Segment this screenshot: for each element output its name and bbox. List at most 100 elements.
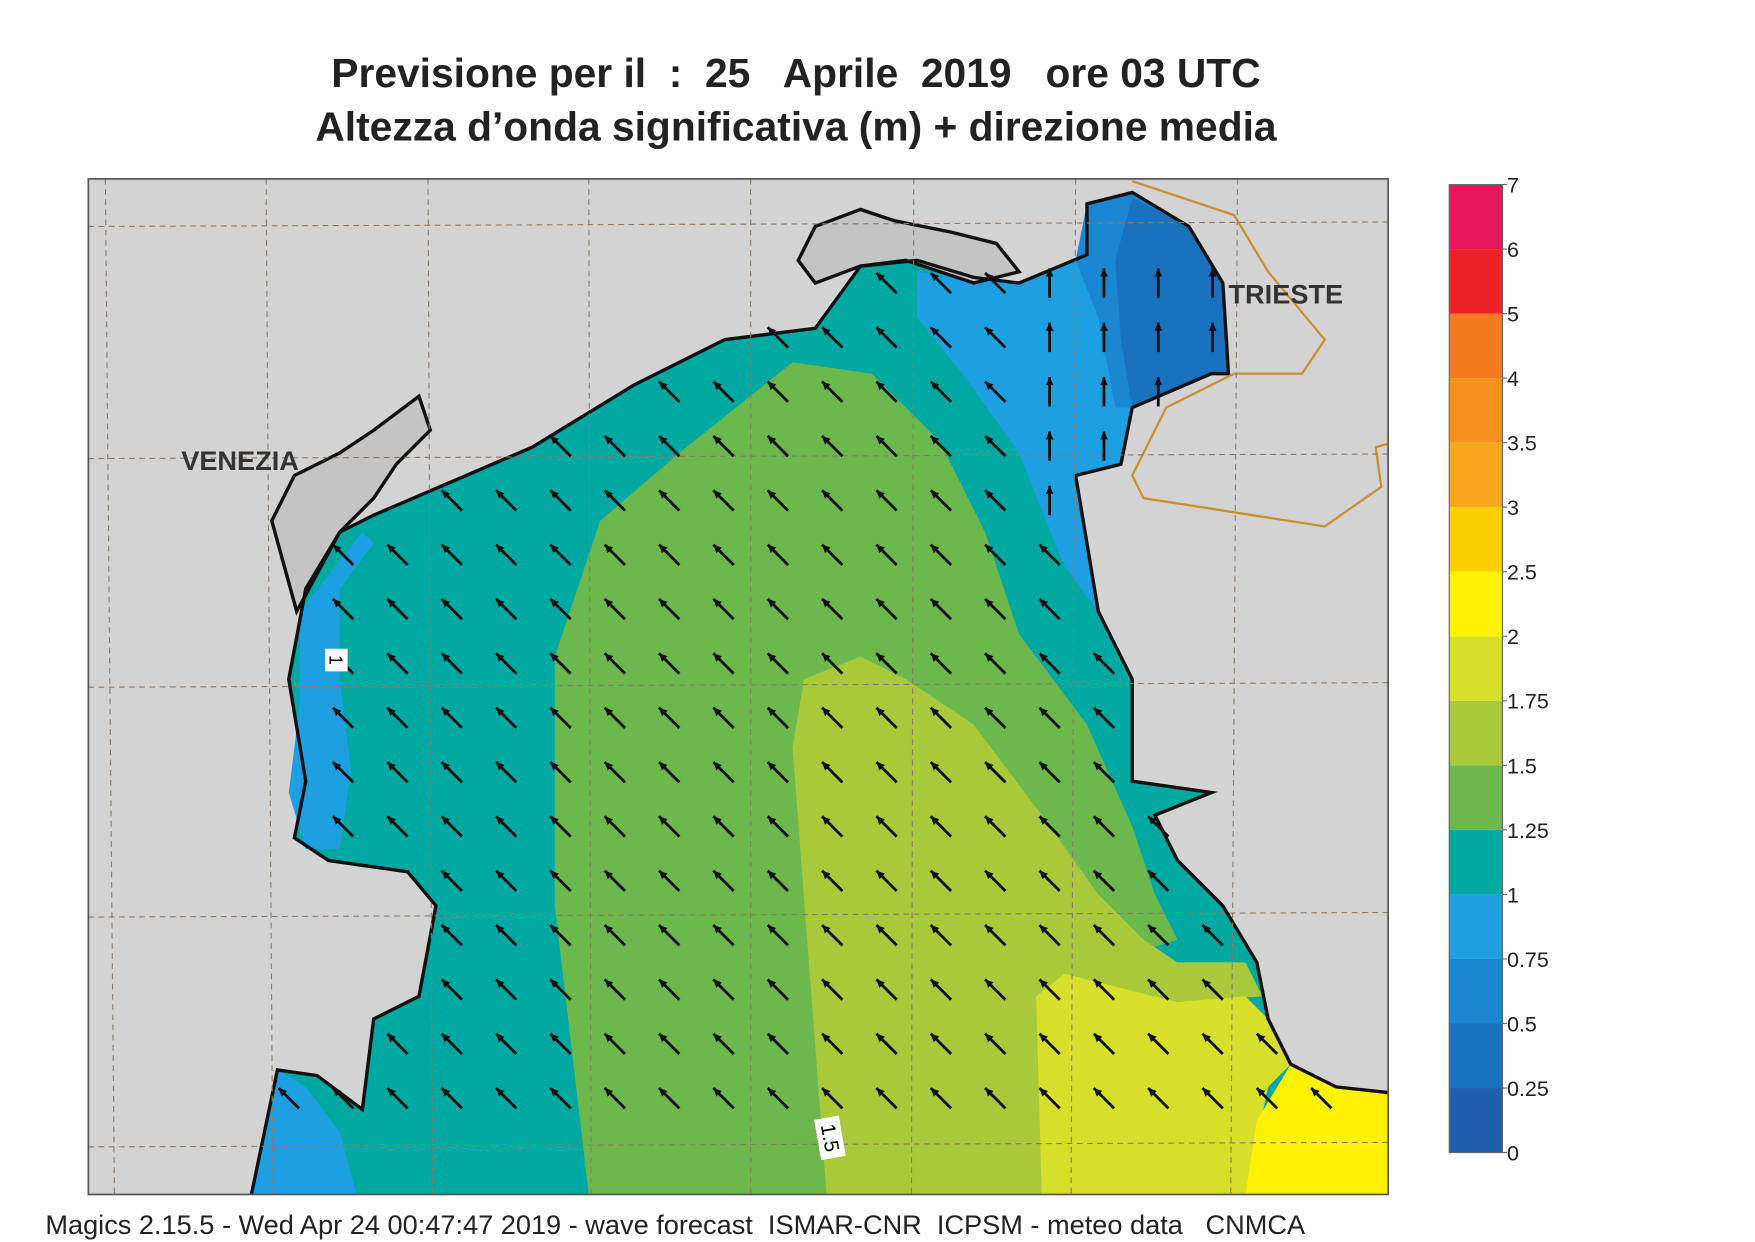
arrow-head — [332, 761, 342, 771]
graticule-line — [1230, 178, 1239, 1195]
arrow-head — [1099, 377, 1108, 386]
arrow-head — [495, 761, 505, 771]
colorbar-label: 6 — [1507, 238, 1519, 262]
arrow-head — [713, 761, 722, 771]
graticule-line — [88, 1141, 1389, 1148]
colorbar-label: 3 — [1507, 496, 1519, 520]
sea-1.75-2 — [1036, 973, 1291, 1195]
arrow-head — [822, 1033, 831, 1043]
arrow-head — [876, 653, 885, 662]
arrow-head — [550, 490, 559, 499]
arrow-head — [550, 707, 559, 717]
arrow-head — [1202, 924, 1211, 934]
arrow-head — [1045, 431, 1054, 440]
colorbar-label: 4 — [1507, 367, 1519, 391]
contour-label-group: 1.5 — [814, 1115, 846, 1161]
arrow-head — [1099, 431, 1108, 440]
arrow-head — [713, 544, 722, 554]
arrow-head — [1093, 707, 1103, 717]
place-label: TRIESTE — [1228, 278, 1343, 309]
arrow-head — [930, 816, 940, 825]
arrow-head — [767, 870, 777, 880]
arrow-head — [985, 816, 994, 825]
arrow-head — [822, 924, 831, 934]
arrow-head — [713, 598, 722, 608]
arrow-head — [713, 707, 722, 717]
arrow-head — [658, 924, 668, 934]
arrow-head — [930, 327, 940, 336]
arrow-head — [1039, 1088, 1048, 1097]
arrow-head — [1148, 1088, 1157, 1097]
arrow-head — [985, 381, 994, 391]
arrow-head — [441, 924, 451, 934]
arrow-head — [822, 327, 831, 336]
colorbar-box — [1449, 313, 1503, 379]
arrow-head — [1039, 870, 1048, 880]
arrow-head — [822, 761, 831, 771]
arrow-head — [930, 761, 940, 771]
arrow-head — [658, 598, 668, 608]
sea-0.75-1 — [288, 532, 374, 850]
arrow-head — [658, 816, 668, 825]
graticule-line — [1070, 178, 1077, 1195]
arrow-head — [550, 924, 559, 934]
arrow-head — [930, 979, 940, 988]
arrow-head — [985, 761, 994, 771]
sea-0.25-0.5 — [1115, 198, 1229, 408]
arrow-head — [876, 761, 885, 771]
colorbar-box — [1449, 765, 1503, 830]
colorbar-label: 2.5 — [1507, 561, 1537, 585]
arrow-head — [604, 598, 614, 608]
colorbar-box — [1449, 184, 1503, 250]
arrow-head — [550, 598, 559, 608]
arrow-head — [387, 598, 396, 608]
arrow-head — [713, 490, 722, 499]
arrow-head — [495, 870, 505, 880]
arrow-head — [1099, 322, 1108, 331]
arrow-head — [1202, 1088, 1211, 1097]
colorbar-label: 3.5 — [1507, 432, 1537, 456]
arrow-head — [1039, 761, 1048, 771]
arrow-head — [658, 544, 668, 554]
arrow-head — [332, 598, 342, 608]
arrow-head — [441, 707, 451, 717]
colorbar-box — [1449, 378, 1503, 443]
colorbar-box — [1449, 507, 1503, 572]
arrow-head — [930, 653, 940, 662]
arrow-head — [441, 653, 451, 662]
arrow-head — [1039, 979, 1048, 988]
arrow-head — [1093, 979, 1103, 988]
arrow-head — [1208, 268, 1217, 277]
arrow-head — [1154, 322, 1163, 331]
arrow-head — [713, 1033, 722, 1043]
contour-label-group: 1 — [324, 648, 348, 672]
arrow-head — [1093, 870, 1103, 880]
arrow-head — [1311, 1088, 1320, 1097]
arrow-head — [1093, 761, 1103, 771]
arrow-head — [767, 924, 777, 934]
arrow-head — [1148, 816, 1157, 825]
arrow-head — [604, 816, 614, 825]
arrow-head — [550, 435, 559, 445]
arrow-head — [876, 544, 885, 554]
arrow-head — [1039, 707, 1048, 717]
arrow-head — [604, 544, 614, 554]
arrow-head — [1045, 268, 1054, 277]
arrow-head — [1045, 485, 1054, 494]
arrow-head — [332, 1088, 342, 1097]
arrow-head — [604, 761, 614, 771]
wave-direction-arrows — [277, 268, 1333, 1110]
colorbar-frame — [1448, 183, 1504, 1154]
colorbar-box — [1449, 571, 1503, 637]
grado-land — [796, 207, 1023, 286]
colorbar-label: 2 — [1507, 625, 1519, 649]
arrow-head — [387, 653, 396, 662]
arrow-head — [332, 816, 342, 825]
map-frame — [87, 178, 1389, 1196]
arrow-head — [658, 870, 668, 880]
arrow-head — [876, 707, 885, 717]
arrow-head — [985, 870, 994, 880]
colorbar-box — [1449, 829, 1503, 895]
arrow-head — [985, 653, 994, 662]
